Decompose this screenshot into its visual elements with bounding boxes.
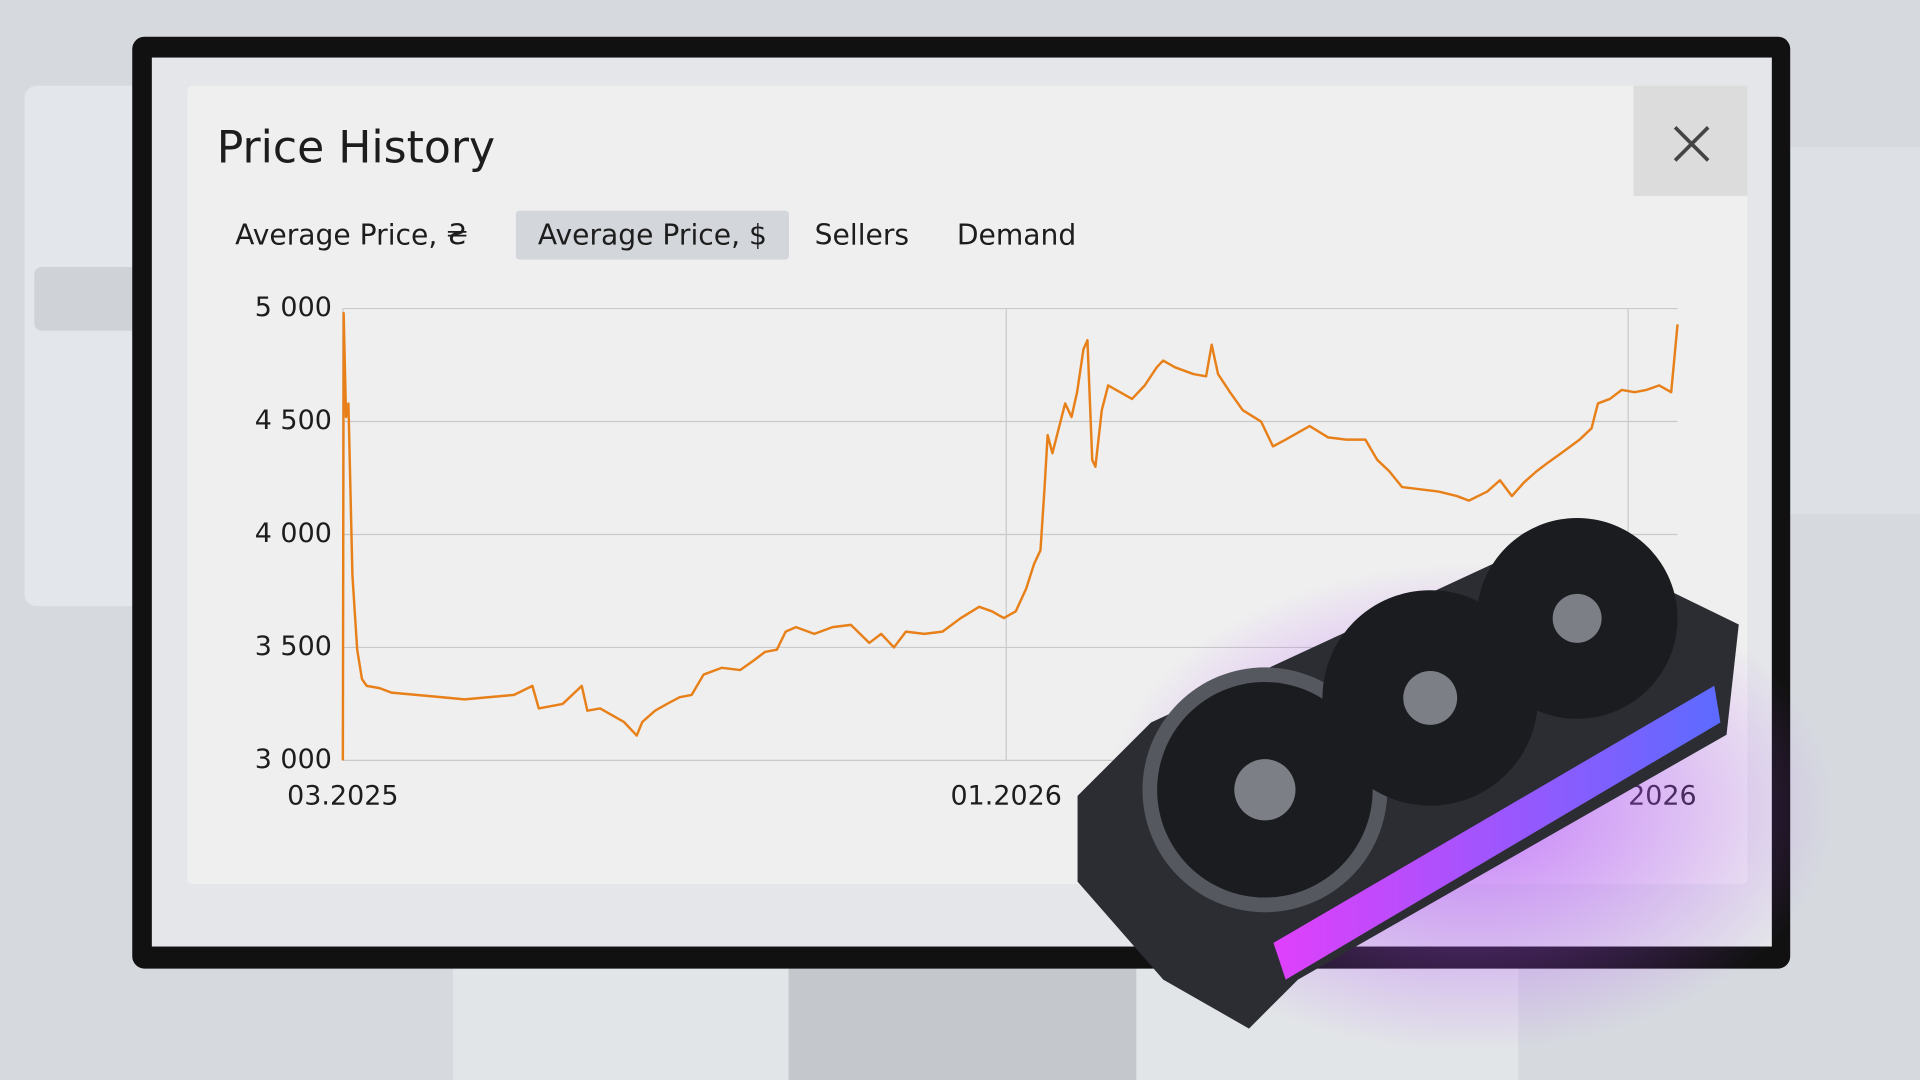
y-tick-label: 4 000 bbox=[255, 518, 332, 549]
price-line bbox=[341, 311, 1679, 761]
tab-active-bg bbox=[515, 210, 789, 260]
close-icon bbox=[1673, 126, 1710, 162]
x-tick-label: 03.2025 bbox=[287, 781, 398, 812]
tab[interactable]: Average Price, $ bbox=[538, 218, 767, 251]
y-tick-label: 5 000 bbox=[255, 292, 332, 323]
gpu-image bbox=[1077, 517, 1837, 1054]
gpu-rgb bbox=[1273, 685, 1721, 980]
y-tick-label: 3 500 bbox=[255, 631, 332, 662]
tab[interactable]: Demand bbox=[957, 218, 1076, 251]
y-tick-label: 3 000 bbox=[255, 744, 332, 775]
y-tick-label: 4 500 bbox=[255, 405, 332, 436]
gpu-fan-hub bbox=[1234, 759, 1296, 821]
dialog-title: Price History bbox=[217, 123, 495, 174]
monitor-stand bbox=[788, 967, 1137, 1080]
tab[interactable]: Sellers bbox=[815, 218, 909, 251]
gpu-fan-hub bbox=[1552, 593, 1602, 643]
tab[interactable]: Average Price, ₴ bbox=[235, 218, 468, 251]
x-tick-label: 01.2026 bbox=[951, 781, 1062, 812]
tabs: Average Price, ₴ Average Price, $ Sellers D… bbox=[235, 210, 1076, 260]
gpu-fan-hub bbox=[1403, 671, 1458, 725]
